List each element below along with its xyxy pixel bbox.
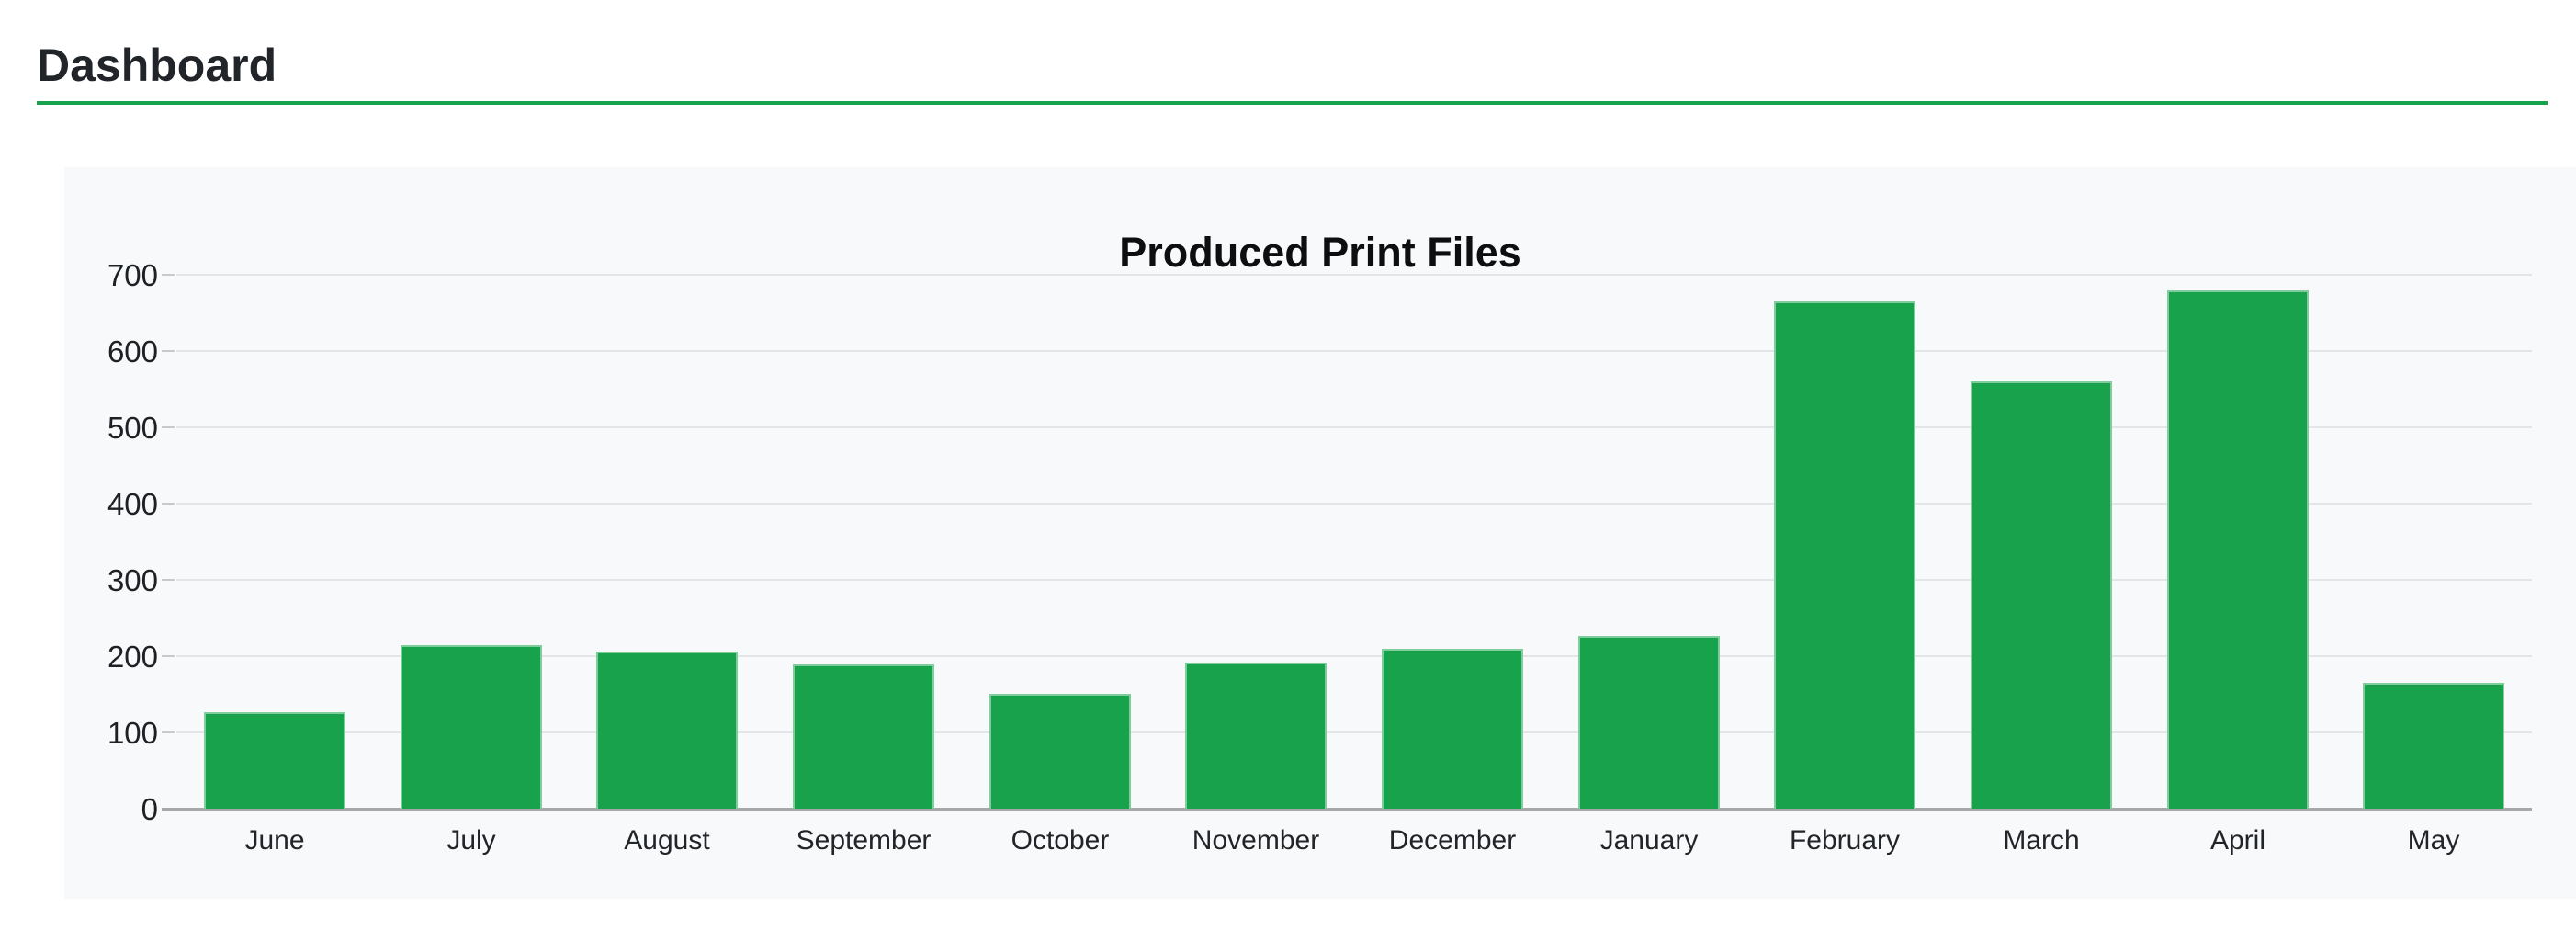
y-axis-label-600: 600 [107, 334, 158, 368]
y-tick-400 [162, 503, 175, 505]
title-underline-rule [37, 101, 2548, 105]
chart-card: Produced Print Files 0 100 200 300 400 500 600… [64, 167, 2576, 899]
y-axis-label-700: 700 [107, 258, 158, 292]
bar-april[interactable] [2167, 290, 2309, 809]
x-axis-label-october: October [1011, 825, 1110, 856]
bar-november[interactable] [1185, 663, 1327, 809]
x-axis-label-june: June [244, 825, 305, 856]
y-tick-300 [162, 579, 175, 581]
y-axis-label-300: 300 [107, 563, 158, 597]
x-axis-label-july: July [446, 825, 496, 856]
x-axis-label-november: November [1192, 825, 1320, 856]
bar-may[interactable] [2363, 683, 2504, 809]
gridline-200 [176, 655, 2532, 657]
gridline-300 [176, 579, 2532, 581]
bar-february[interactable] [1774, 301, 1915, 809]
x-axis-label-march: March [2003, 825, 2080, 856]
bar-october[interactable] [989, 694, 1131, 809]
gridline-600 [176, 350, 2532, 352]
x-axis-baseline [162, 808, 2532, 811]
gridline-700 [176, 274, 2532, 276]
x-axis-label-september: September [796, 825, 932, 856]
y-axis-label-400: 400 [107, 487, 158, 521]
bar-september[interactable] [793, 664, 934, 809]
bar-july[interactable] [401, 645, 542, 809]
x-axis-label-august: August [624, 825, 710, 856]
gridline-500 [176, 426, 2532, 428]
chart-title: Produced Print Files [1119, 229, 1521, 276]
bar-march[interactable] [1971, 381, 2112, 809]
bar-june[interactable] [204, 712, 345, 809]
bar-december[interactable] [1382, 649, 1523, 809]
gridline-100 [176, 731, 2532, 733]
y-tick-200 [162, 655, 175, 657]
bar-august[interactable] [596, 652, 738, 809]
page-title: Dashboard [37, 40, 277, 91]
y-axis-label-0: 0 [141, 792, 158, 826]
y-axis-label-500: 500 [107, 411, 158, 445]
y-axis-label-200: 200 [107, 640, 158, 674]
x-axis-label-february: February [1789, 825, 1901, 856]
y-tick-500 [162, 426, 175, 428]
y-tick-600 [162, 350, 175, 352]
x-axis-label-january: January [1599, 825, 1699, 856]
bar-january[interactable] [1578, 636, 1720, 809]
x-axis-label-may: May [2407, 825, 2460, 856]
y-tick-700 [162, 274, 175, 276]
x-axis-label-december: December [1388, 825, 1517, 856]
y-axis-label-100: 100 [107, 716, 158, 750]
x-axis-label-april: April [2209, 825, 2265, 856]
gridline-400 [176, 503, 2532, 505]
y-tick-100 [162, 731, 175, 733]
